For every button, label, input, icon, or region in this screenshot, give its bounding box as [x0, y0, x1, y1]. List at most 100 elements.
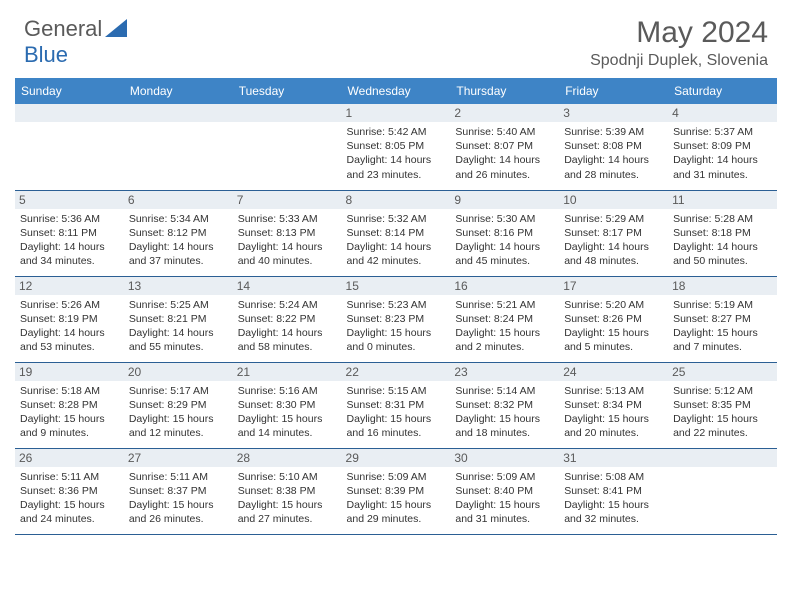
- weekday-header: Tuesday: [233, 78, 342, 104]
- cell-line: and 40 minutes.: [238, 254, 337, 268]
- cell-line: and 34 minutes.: [20, 254, 119, 268]
- calendar-cell: 22Sunrise: 5:15 AMSunset: 8:31 PMDayligh…: [342, 362, 451, 448]
- cell-line: Sunrise: 5:13 AM: [564, 384, 663, 398]
- cell-line: Daylight: 14 hours: [347, 240, 446, 254]
- cell-line: Sunrise: 5:36 AM: [20, 212, 119, 226]
- cell-line: Sunrise: 5:37 AM: [673, 125, 772, 139]
- cell-line: and 58 minutes.: [238, 340, 337, 354]
- cell-line: and 7 minutes.: [673, 340, 772, 354]
- day-number: 19: [15, 363, 124, 381]
- day-number: 11: [668, 191, 777, 209]
- calendar-cell: 28Sunrise: 5:10 AMSunset: 8:38 PMDayligh…: [233, 448, 342, 534]
- day-number: 10: [559, 191, 668, 209]
- weekday-header: Sunday: [15, 78, 124, 104]
- cell-line: Sunrise: 5:33 AM: [238, 212, 337, 226]
- calendar-cell: 15Sunrise: 5:23 AMSunset: 8:23 PMDayligh…: [342, 276, 451, 362]
- cell-line: Sunrise: 5:11 AM: [20, 470, 119, 484]
- cell-line: Daylight: 14 hours: [238, 240, 337, 254]
- cell-line: and 23 minutes.: [347, 168, 446, 182]
- calendar-body: 1Sunrise: 5:42 AMSunset: 8:05 PMDaylight…: [15, 104, 777, 534]
- calendar-row: 26Sunrise: 5:11 AMSunset: 8:36 PMDayligh…: [15, 448, 777, 534]
- cell-line: Daylight: 14 hours: [564, 240, 663, 254]
- cell-line: Sunrise: 5:25 AM: [129, 298, 228, 312]
- cell-line: Daylight: 15 hours: [564, 498, 663, 512]
- cell-line: and 24 minutes.: [20, 512, 119, 526]
- cell-line: Sunset: 8:28 PM: [20, 398, 119, 412]
- cell-line: Daylight: 15 hours: [238, 412, 337, 426]
- calendar-cell: 1Sunrise: 5:42 AMSunset: 8:05 PMDaylight…: [342, 104, 451, 190]
- logo-word1: General: [24, 16, 102, 42]
- cell-line: Sunset: 8:14 PM: [347, 226, 446, 240]
- calendar-row: 5Sunrise: 5:36 AMSunset: 8:11 PMDaylight…: [15, 190, 777, 276]
- day-number: 22: [342, 363, 451, 381]
- cell-line: Sunset: 8:24 PM: [455, 312, 554, 326]
- location: Spodnji Duplek, Slovenia: [590, 52, 768, 70]
- cell-line: Sunset: 8:13 PM: [238, 226, 337, 240]
- day-number: 15: [342, 277, 451, 295]
- calendar-cell: 26Sunrise: 5:11 AMSunset: 8:36 PMDayligh…: [15, 448, 124, 534]
- cell-line: Daylight: 14 hours: [238, 326, 337, 340]
- cell-line: Sunrise: 5:19 AM: [673, 298, 772, 312]
- calendar-cell: [233, 104, 342, 190]
- cell-line: and 28 minutes.: [564, 168, 663, 182]
- cell-line: Sunset: 8:40 PM: [455, 484, 554, 498]
- cell-line: and 29 minutes.: [347, 512, 446, 526]
- cell-line: Sunset: 8:36 PM: [20, 484, 119, 498]
- cell-line: Daylight: 14 hours: [20, 326, 119, 340]
- day-number: 25: [668, 363, 777, 381]
- calendar-cell: 21Sunrise: 5:16 AMSunset: 8:30 PMDayligh…: [233, 362, 342, 448]
- cell-line: Daylight: 15 hours: [455, 326, 554, 340]
- cell-line: Sunset: 8:38 PM: [238, 484, 337, 498]
- cell-line: Sunset: 8:18 PM: [673, 226, 772, 240]
- cell-line: Sunrise: 5:17 AM: [129, 384, 228, 398]
- cell-line: and 20 minutes.: [564, 426, 663, 440]
- cell-line: Daylight: 15 hours: [347, 412, 446, 426]
- calendar-cell: 20Sunrise: 5:17 AMSunset: 8:29 PMDayligh…: [124, 362, 233, 448]
- month-title: May 2024: [590, 16, 768, 50]
- cell-line: and 18 minutes.: [455, 426, 554, 440]
- weekday-header: Friday: [559, 78, 668, 104]
- cell-line: Daylight: 15 hours: [238, 498, 337, 512]
- day-number: 28: [233, 449, 342, 467]
- cell-line: Sunset: 8:29 PM: [129, 398, 228, 412]
- day-number: 8: [342, 191, 451, 209]
- empty-day: [668, 449, 777, 467]
- empty-day: [124, 104, 233, 122]
- cell-line: Daylight: 14 hours: [129, 326, 228, 340]
- cell-line: Daylight: 14 hours: [455, 153, 554, 167]
- calendar-cell: 27Sunrise: 5:11 AMSunset: 8:37 PMDayligh…: [124, 448, 233, 534]
- cell-line: Sunset: 8:07 PM: [455, 139, 554, 153]
- cell-line: Daylight: 15 hours: [129, 498, 228, 512]
- calendar-cell: [15, 104, 124, 190]
- day-number: 13: [124, 277, 233, 295]
- calendar-cell: [124, 104, 233, 190]
- calendar-cell: 30Sunrise: 5:09 AMSunset: 8:40 PMDayligh…: [450, 448, 559, 534]
- calendar-cell: 9Sunrise: 5:30 AMSunset: 8:16 PMDaylight…: [450, 190, 559, 276]
- cell-line: Daylight: 15 hours: [129, 412, 228, 426]
- cell-line: Daylight: 15 hours: [20, 412, 119, 426]
- cell-line: and 26 minutes.: [129, 512, 228, 526]
- weekday-header: Saturday: [668, 78, 777, 104]
- cell-line: Sunrise: 5:09 AM: [455, 470, 554, 484]
- day-number: 16: [450, 277, 559, 295]
- cell-line: Sunset: 8:26 PM: [564, 312, 663, 326]
- cell-line: and 2 minutes.: [455, 340, 554, 354]
- cell-line: Daylight: 14 hours: [347, 153, 446, 167]
- day-number: 18: [668, 277, 777, 295]
- calendar-cell: 2Sunrise: 5:40 AMSunset: 8:07 PMDaylight…: [450, 104, 559, 190]
- cell-line: and 48 minutes.: [564, 254, 663, 268]
- day-number: 1: [342, 104, 451, 122]
- day-number: 27: [124, 449, 233, 467]
- cell-line: Sunrise: 5:24 AM: [238, 298, 337, 312]
- cell-line: Sunrise: 5:23 AM: [347, 298, 446, 312]
- cell-line: Sunrise: 5:40 AM: [455, 125, 554, 139]
- cell-line: Daylight: 14 hours: [455, 240, 554, 254]
- calendar-cell: 4Sunrise: 5:37 AMSunset: 8:09 PMDaylight…: [668, 104, 777, 190]
- day-number: 23: [450, 363, 559, 381]
- cell-line: Sunset: 8:09 PM: [673, 139, 772, 153]
- cell-line: Sunrise: 5:26 AM: [20, 298, 119, 312]
- cell-line: Daylight: 14 hours: [20, 240, 119, 254]
- cell-line: and 37 minutes.: [129, 254, 228, 268]
- cell-line: Sunset: 8:17 PM: [564, 226, 663, 240]
- cell-line: and 0 minutes.: [347, 340, 446, 354]
